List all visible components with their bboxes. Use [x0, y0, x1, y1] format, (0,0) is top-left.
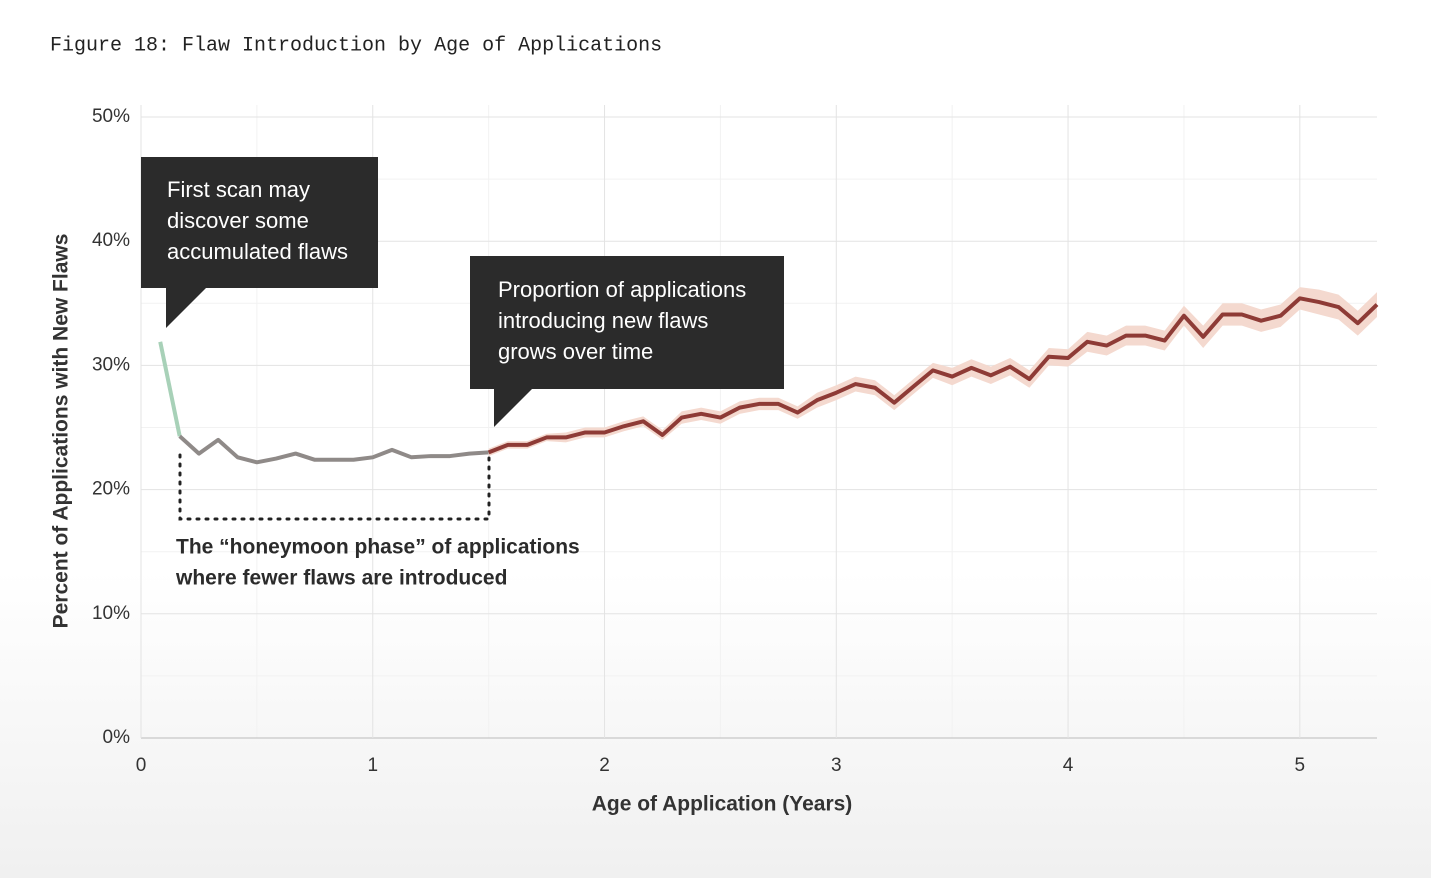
callout-text: Proportion of applications — [498, 277, 746, 302]
x-tick-label: 3 — [831, 755, 842, 776]
y-tick-label: 50% — [92, 106, 130, 127]
line — [487, 296, 1379, 455]
x-tick-label: 2 — [599, 755, 610, 776]
line — [158, 341, 182, 437]
x-tick-label: 5 — [1295, 755, 1306, 776]
callout-text: grows over time — [498, 339, 653, 364]
annotation-text: where fewer flaws are introduced — [175, 567, 507, 590]
chart-title: Figure 18: Flaw Introduction by Age of A… — [50, 34, 662, 57]
callout-box — [141, 157, 378, 328]
x-tick-label: 1 — [367, 755, 378, 776]
callout-text: accumulated flaws — [167, 239, 348, 264]
y-axis-label: Percent of Applications with New Flaws — [50, 234, 73, 629]
y-tick-label: 20% — [92, 479, 130, 500]
y-tick-label: 10% — [92, 603, 130, 624]
y-tick-label: 30% — [92, 354, 130, 375]
bracket — [178, 453, 491, 521]
x-axis-label: Age of Application (Years) — [592, 793, 853, 816]
x-tick-label: 0 — [136, 755, 147, 776]
callout-text: introducing new flaws — [498, 308, 708, 333]
callout-text: First scan may — [167, 177, 310, 202]
annotation-text: The “honeymoon phase” of applications — [176, 536, 580, 559]
callout-text: discover some — [167, 208, 309, 233]
line — [178, 434, 489, 465]
y-tick-label: 0% — [103, 727, 131, 748]
x-tick-label: 4 — [1063, 755, 1074, 776]
y-tick-label: 40% — [92, 230, 130, 251]
callout-box — [470, 256, 784, 427]
